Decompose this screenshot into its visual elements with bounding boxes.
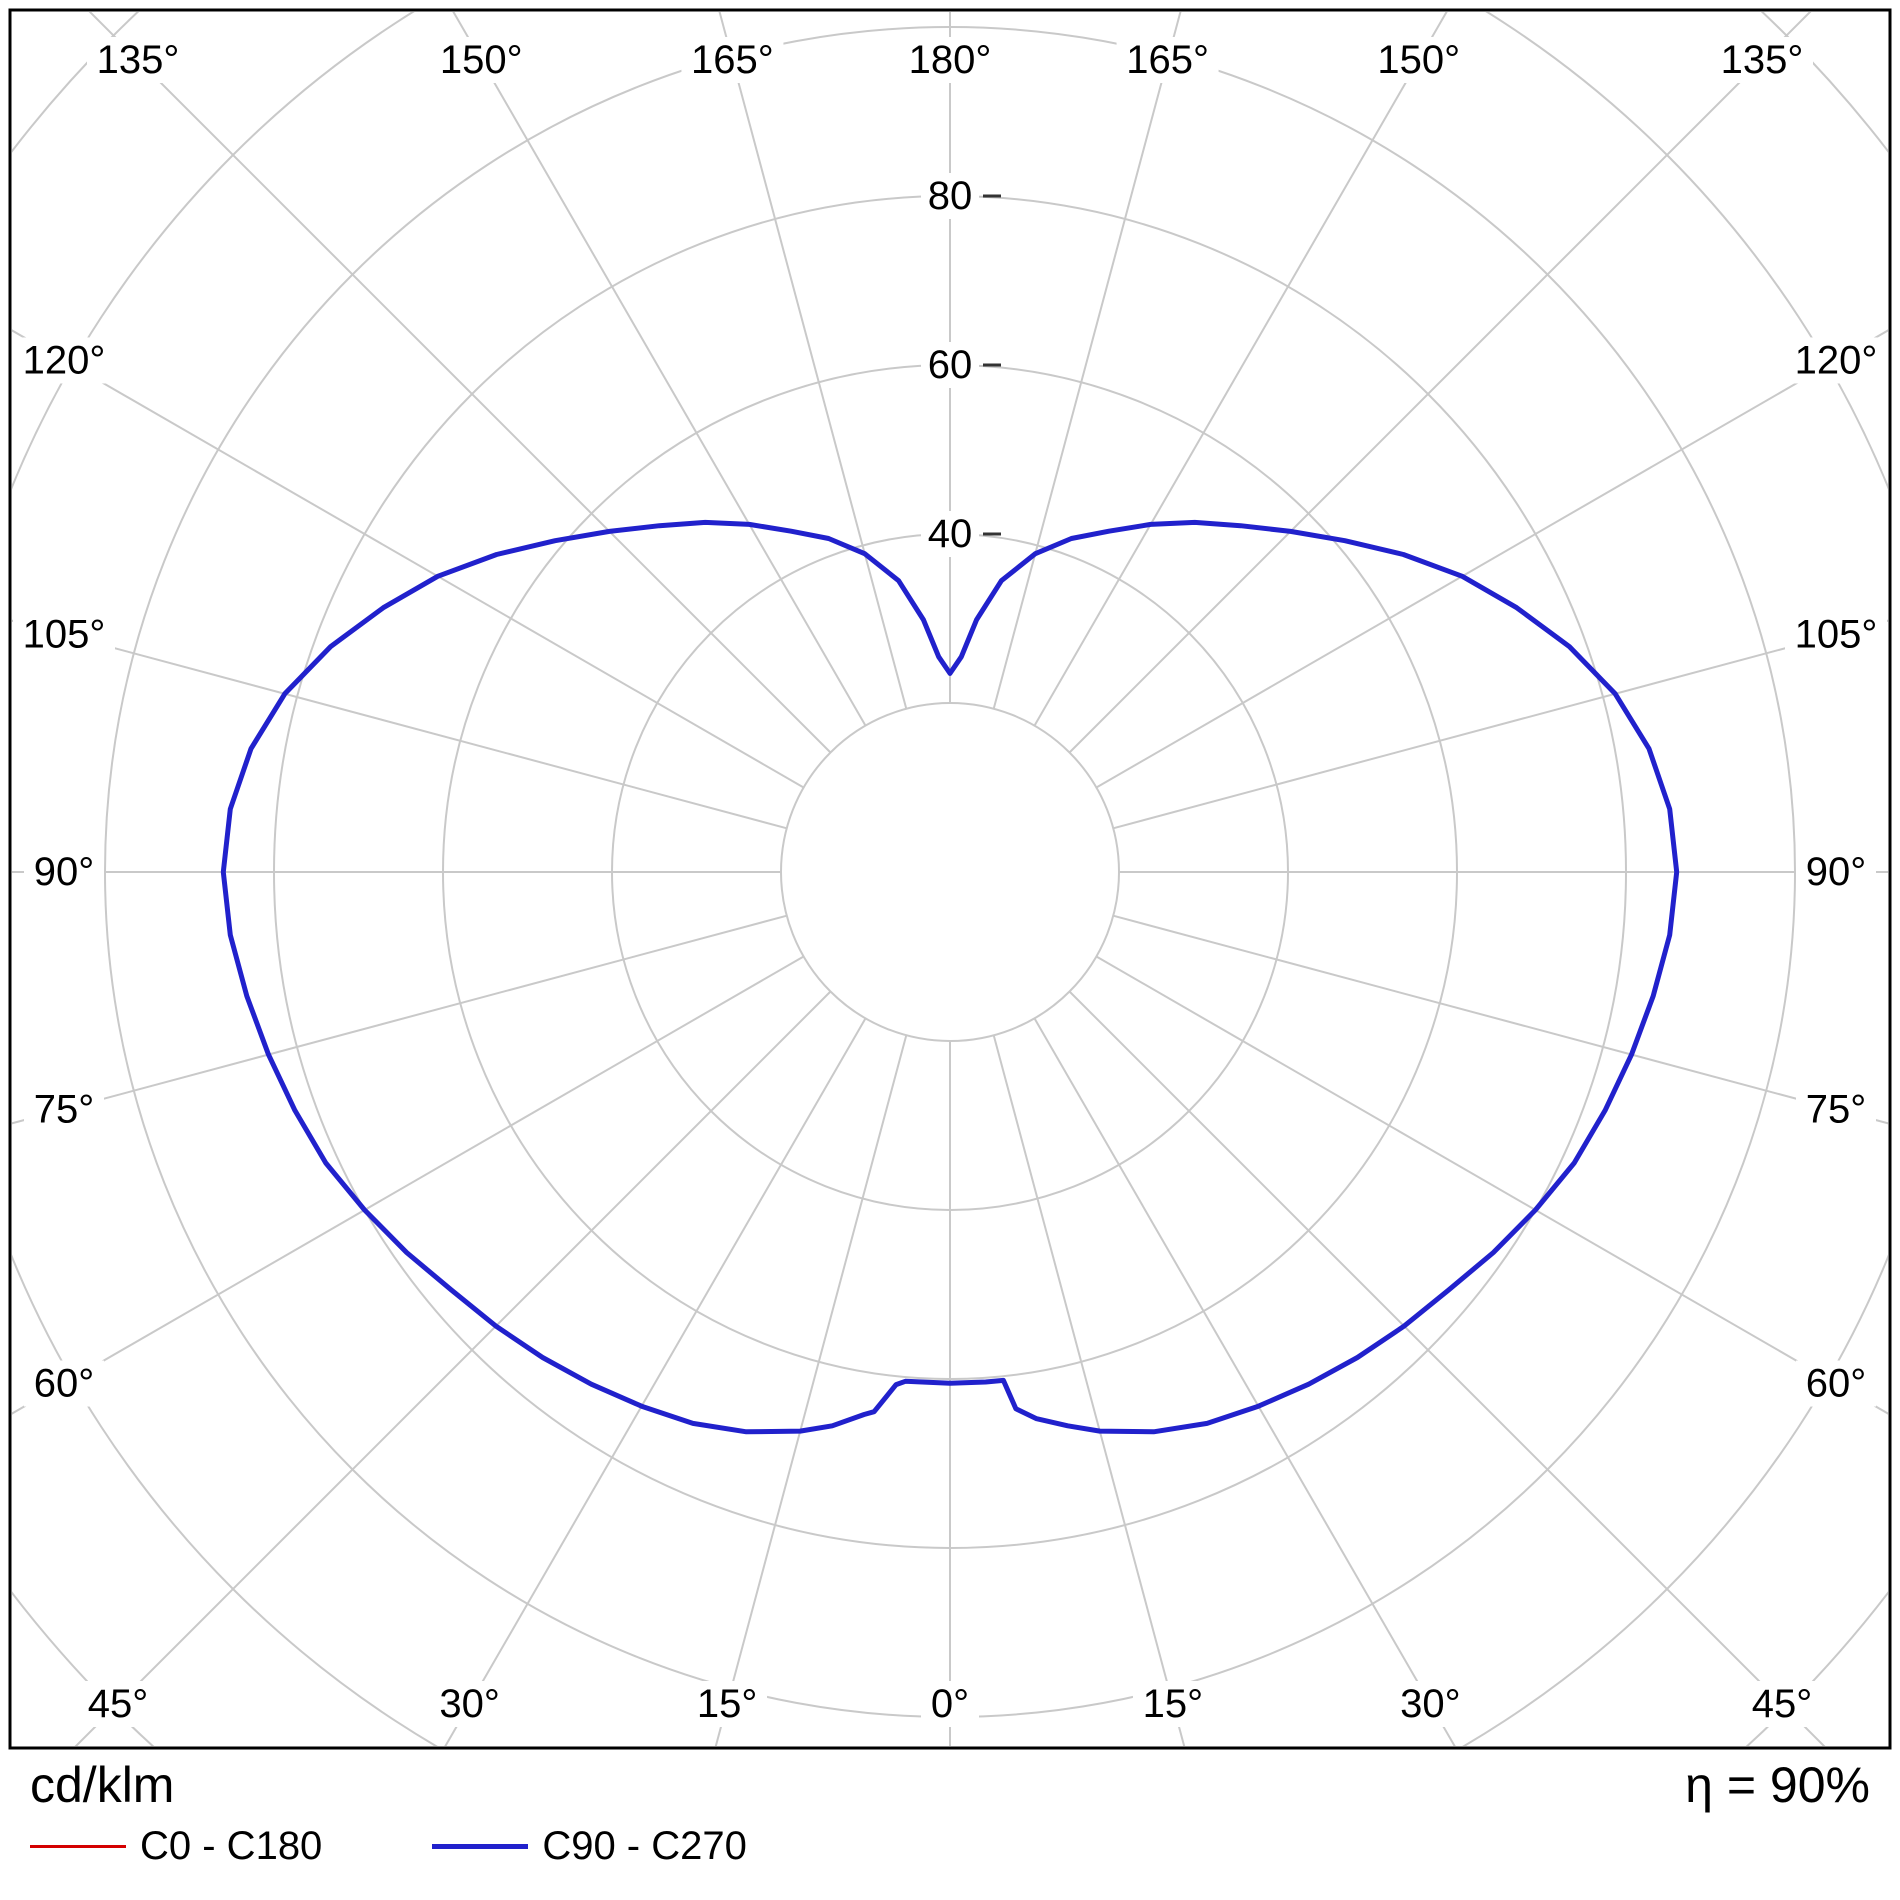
grid-spoke-150 xyxy=(1033,12,1448,727)
legend-item-c0-c180: C0 - C180 xyxy=(30,1824,322,1869)
angle-label-105-left: 105° xyxy=(23,613,106,657)
unit-label: cd/klm xyxy=(30,1757,175,1813)
angle-label-15-left: 15° xyxy=(697,1682,758,1726)
angle-label-60-right: 60° xyxy=(1806,1362,1867,1406)
grid-spoke-15 xyxy=(714,1034,908,1746)
angle-label-135-left: 135° xyxy=(97,38,180,82)
grid-spoke-120 xyxy=(12,329,805,789)
grid-spoke-105 xyxy=(1112,619,1888,830)
angle-label-75-left: 75° xyxy=(34,1087,95,1131)
curve-C90-C270 xyxy=(220,519,1680,1435)
grid-spoke-60 xyxy=(1095,955,1888,1415)
angle-label-45-right: 45° xyxy=(1752,1682,1813,1726)
angle-label-60-left: 60° xyxy=(34,1362,95,1406)
legend-label-c90-c270: C90 - C270 xyxy=(542,1824,747,1868)
ring-labels: 40 60 80 xyxy=(921,173,1001,557)
grid-spoke-75 xyxy=(1112,914,1888,1125)
angle-label-90-right: 90° xyxy=(1806,850,1867,894)
grid-spoke-150 xyxy=(452,12,867,727)
grid-spoke-30 xyxy=(444,1017,867,1746)
grid-spoke-60 xyxy=(12,955,805,1415)
ring-label-80: 80 xyxy=(928,174,973,218)
legend-label-c0-c180: C0 - C180 xyxy=(140,1824,323,1868)
legend: C0 - C180 C90 - C270 xyxy=(30,1824,1870,1869)
legend-line-c90-c270 xyxy=(432,1844,529,1849)
ring-label-40: 40 xyxy=(928,512,973,556)
legend-line-c0-c180 xyxy=(30,1845,126,1848)
angle-label-0: 0° xyxy=(931,1682,969,1726)
angle-label-165-right: 165° xyxy=(1126,38,1209,82)
angle-label-30-right: 30° xyxy=(1400,1682,1461,1726)
angle-label-105-right: 105° xyxy=(1795,613,1878,657)
angle-labels: 0° 15° 15° 30° 30° 45° 45° 60° 60° 75° 75° 90° 90° 10… xyxy=(13,37,1887,1727)
grid-spoke-15 xyxy=(992,1034,1186,1746)
polar-grid xyxy=(12,12,1888,1746)
angle-label-120-right: 120° xyxy=(1795,339,1878,383)
angle-label-150-right: 150° xyxy=(1377,38,1460,82)
angle-label-90-left: 90° xyxy=(34,850,95,894)
legend-item-c90-c270: C90 - C270 xyxy=(432,1824,747,1869)
efficiency-label: η = 90% xyxy=(1685,1757,1870,1813)
angle-label-45-left: 45° xyxy=(88,1682,149,1726)
polar-intensity-chart: 40 60 80 0° 15° 15° 30° 30° 45° 45° 60° 60° 75° 75° 90… xyxy=(8,8,1892,1750)
grid-spoke-120 xyxy=(1095,329,1888,789)
angle-label-135-right: 135° xyxy=(1721,38,1804,82)
angle-label-75-right: 75° xyxy=(1806,1087,1867,1131)
ring-label-60: 60 xyxy=(928,343,973,387)
grid-spoke-45 xyxy=(74,990,832,1746)
angle-label-120-left: 120° xyxy=(23,339,106,383)
grid-spoke-105 xyxy=(12,619,788,830)
footer-row: cd/klm η = 90% xyxy=(30,1756,1870,1814)
grid-spoke-135 xyxy=(1068,12,1812,754)
grid-spoke-135 xyxy=(88,12,832,754)
grid-spoke-30 xyxy=(1033,1017,1456,1746)
grid-spoke-45 xyxy=(1068,990,1826,1746)
grid-spoke-75 xyxy=(12,914,788,1125)
angle-label-30-left: 30° xyxy=(439,1682,500,1726)
angle-label-180: 180° xyxy=(909,38,992,82)
angle-label-15-right: 15° xyxy=(1143,1682,1204,1726)
angle-label-165-left: 165° xyxy=(691,38,774,82)
chart-footer: cd/klm η = 90% C0 - C180 C90 - C270 xyxy=(30,1756,1870,1869)
angle-label-150-left: 150° xyxy=(440,38,523,82)
